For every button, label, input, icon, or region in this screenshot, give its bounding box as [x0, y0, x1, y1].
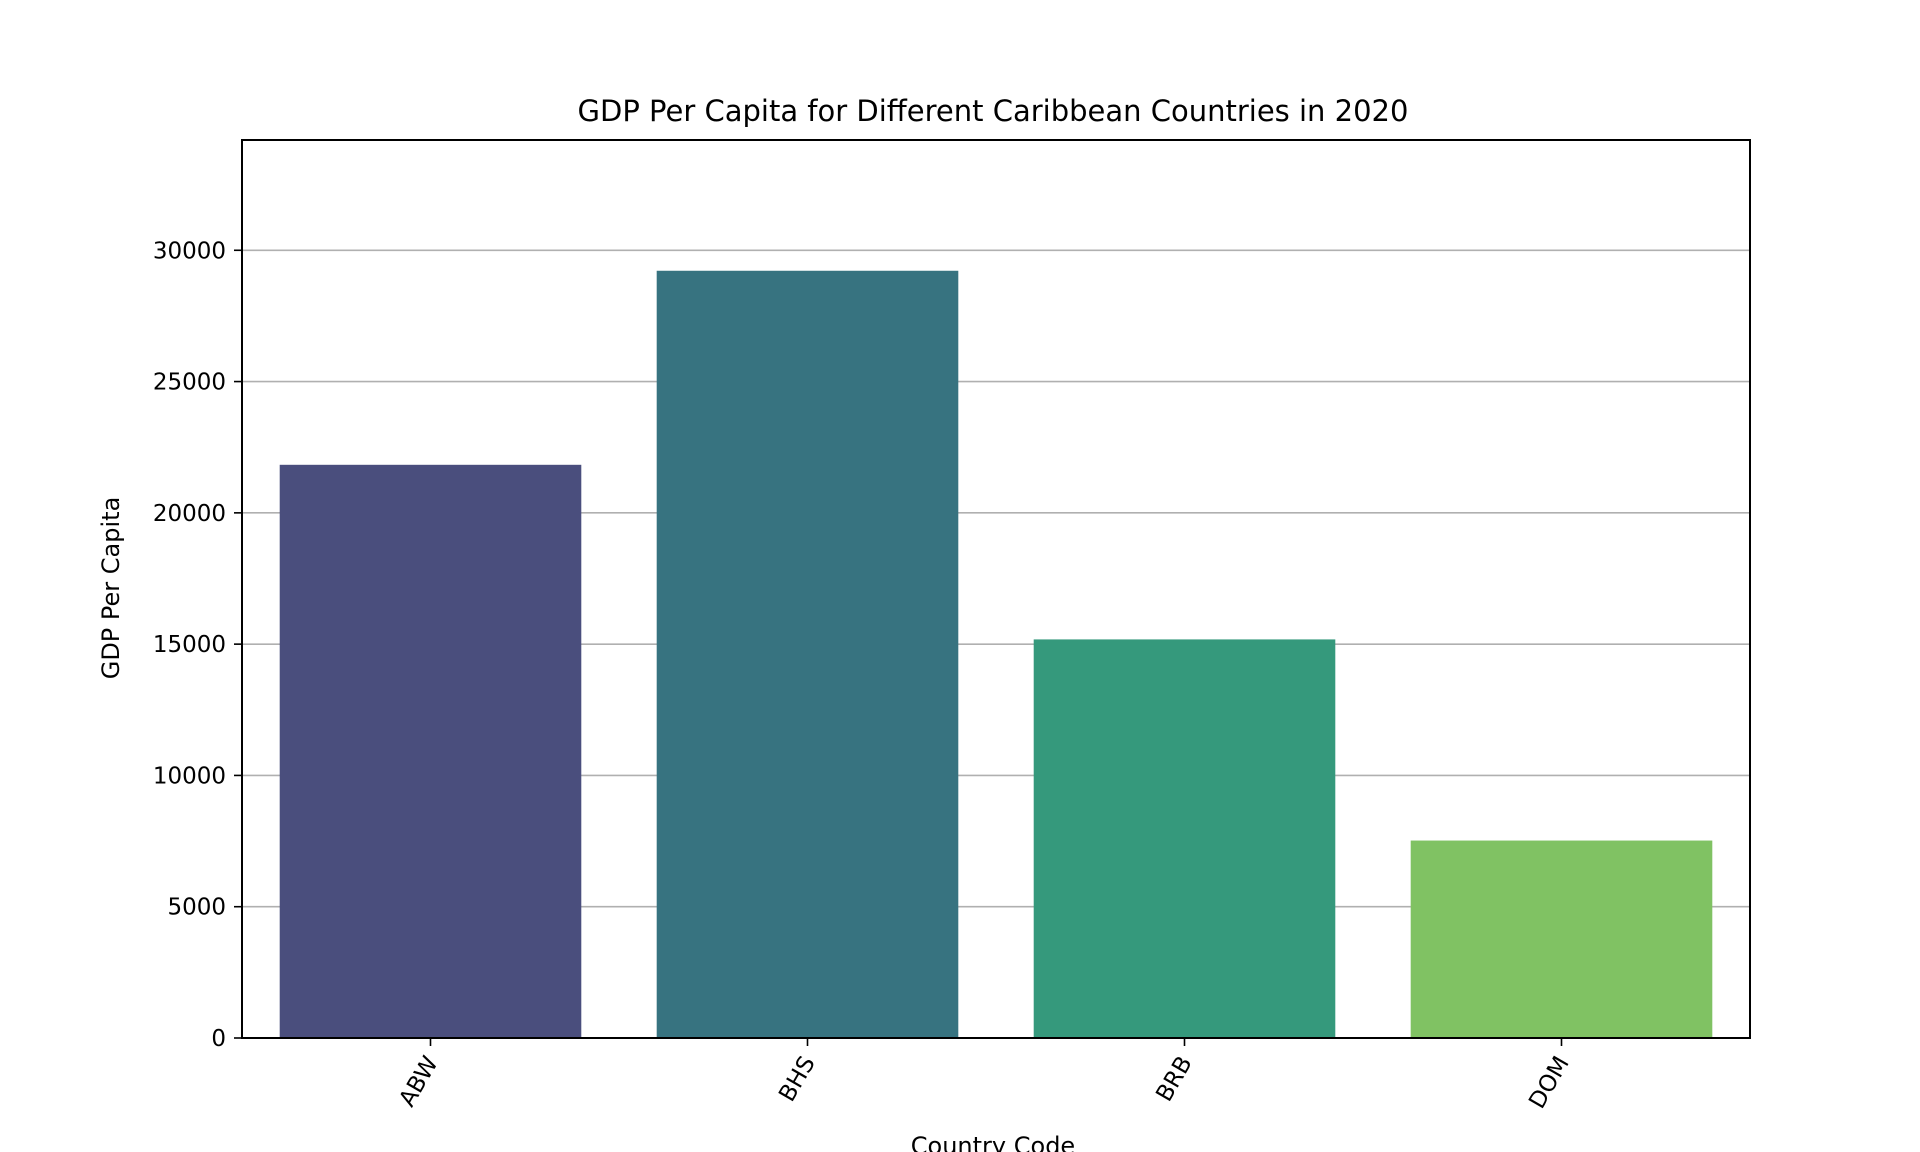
bar-bhs — [656, 270, 959, 1038]
y-tick-label: 5000 — [167, 895, 226, 921]
y-tick-label: 0 — [211, 1026, 226, 1052]
bars — [279, 270, 1713, 1038]
bar-brb — [1033, 639, 1336, 1038]
x-tick-label: BHS — [774, 1052, 820, 1106]
y-axis-ticks: 0 5000 10000 15000 20000 25000 30000 — [153, 238, 242, 1052]
y-tick-label: 30000 — [153, 238, 226, 264]
bar-dom — [1410, 840, 1713, 1038]
y-tick-label: 25000 — [153, 370, 226, 396]
y-tick-label: 15000 — [153, 632, 226, 658]
x-tick-label: ABW — [394, 1052, 443, 1111]
y-axis-label: GDP Per Capita — [97, 497, 125, 680]
x-tick-label: DOM — [1524, 1052, 1574, 1113]
x-axis-label: Country Code — [911, 1132, 1075, 1152]
x-axis-ticks: ABW BHS BRB DOM — [394, 1038, 1575, 1113]
y-tick-label: 10000 — [153, 763, 226, 789]
y-tick-label: 20000 — [153, 501, 226, 527]
bar-abw — [279, 464, 582, 1038]
chart-title: GDP Per Capita for Different Caribbean C… — [578, 94, 1409, 128]
x-tick-label: BRB — [1151, 1052, 1197, 1106]
plot-frame — [241, 139, 1751, 1039]
